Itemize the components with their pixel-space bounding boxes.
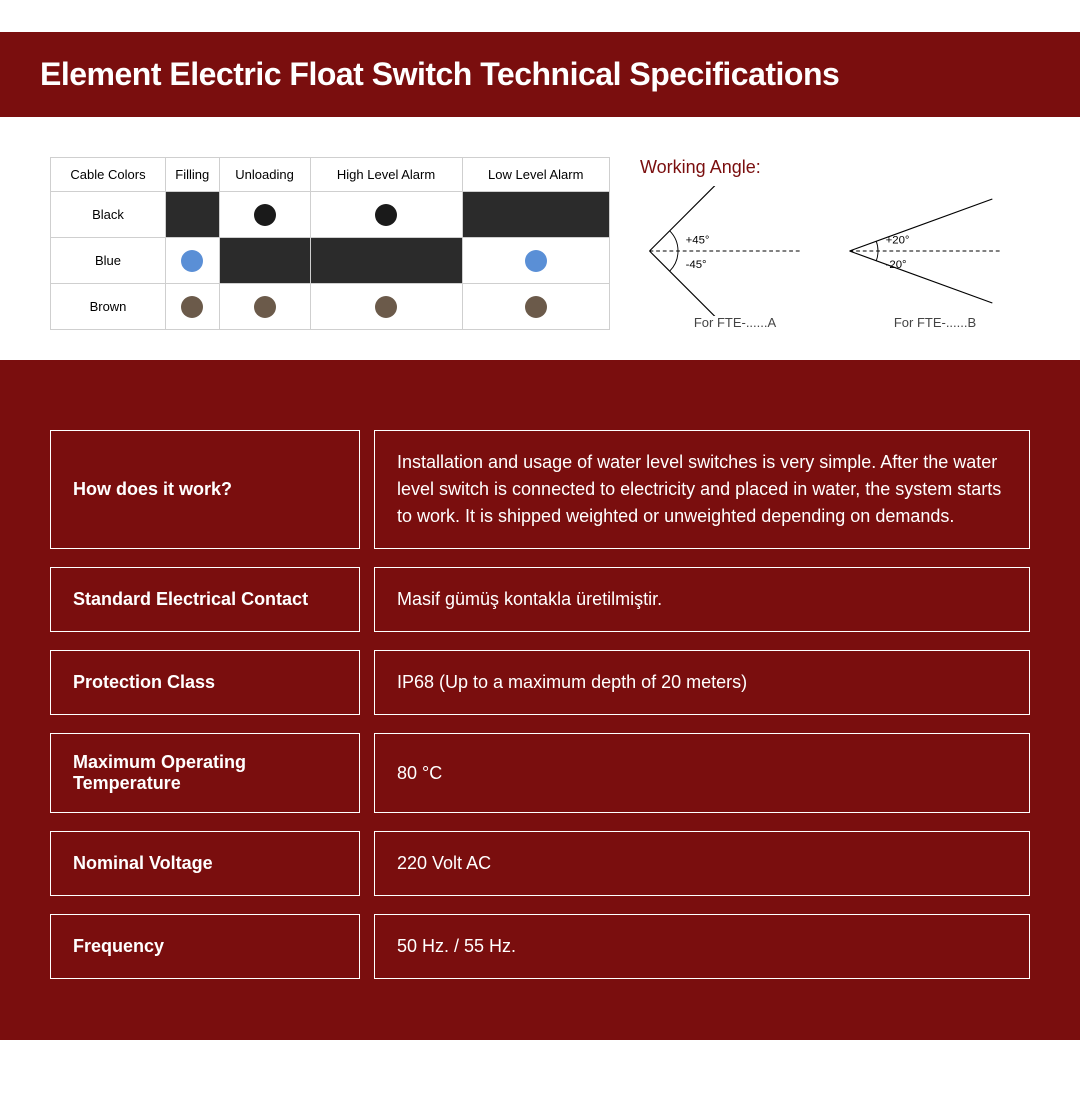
svg-text:+45°: +45° (686, 234, 710, 246)
color-dot-icon (375, 204, 397, 226)
spec-value: 220 Volt AC (374, 831, 1030, 896)
svg-text:-20°: -20° (886, 259, 907, 271)
spec-value: 50 Hz. / 55 Hz. (374, 914, 1030, 979)
page-title-text: Element Electric Float Switch Technical … (40, 56, 839, 92)
spec-value: 80 °C (374, 733, 1030, 813)
spec-label: Maximum Operating Temperature (50, 733, 360, 813)
col-low-alarm: Low Level Alarm (462, 158, 610, 192)
row-label: Brown (51, 284, 166, 330)
spec-row: Frequency 50 Hz. / 55 Hz. (50, 914, 1030, 979)
spec-value: Installation and usage of water level sw… (374, 430, 1030, 549)
table-cell (219, 192, 310, 238)
top-section: Cable Colors Filling Unloading High Leve… (0, 117, 1080, 360)
color-dot-icon (525, 296, 547, 318)
angle-diagram: +20° -20° For FTE-......B (840, 186, 1030, 330)
table-row: Black (51, 192, 610, 238)
col-cable-colors: Cable Colors (51, 158, 166, 192)
table-cell (166, 284, 220, 330)
spec-label: How does it work? (50, 430, 360, 549)
table-cell (310, 192, 462, 238)
table-cell (219, 284, 310, 330)
svg-text:-45°: -45° (686, 259, 707, 271)
table-cell (462, 284, 610, 330)
spec-row: Protection Class IP68 (Up to a maximum d… (50, 650, 1030, 715)
table-cell (462, 238, 610, 284)
col-unloading: Unloading (219, 158, 310, 192)
table-cell (462, 192, 610, 238)
table-cell (166, 192, 220, 238)
row-label: Black (51, 192, 166, 238)
table-cell (166, 238, 220, 284)
svg-text:+20°: +20° (886, 234, 910, 246)
table-cell (219, 238, 310, 284)
cable-colors-table: Cable Colors Filling Unloading High Leve… (50, 157, 610, 330)
angle-icon: +20° -20° (840, 186, 1030, 316)
spec-row: Nominal Voltage 220 Volt AC (50, 831, 1030, 896)
color-dot-icon (181, 250, 203, 272)
spec-label: Nominal Voltage (50, 831, 360, 896)
table-row: Brown (51, 284, 610, 330)
angle-icon: +45° -45° (640, 186, 830, 316)
specs-section: How does it work? Installation and usage… (0, 360, 1080, 1040)
angle-caption: For FTE-......A (640, 315, 830, 330)
spec-row: Standard Electrical Contact Masif gümüş … (50, 567, 1030, 632)
spec-row: How does it work? Installation and usage… (50, 430, 1030, 549)
color-dot-icon (254, 296, 276, 318)
table-header-row: Cable Colors Filling Unloading High Leve… (51, 158, 610, 192)
row-label: Blue (51, 238, 166, 284)
color-dot-icon (181, 296, 203, 318)
color-dot-icon (375, 296, 397, 318)
table-cell (310, 238, 462, 284)
color-dot-icon (254, 204, 276, 226)
table-cell (310, 284, 462, 330)
spec-value: IP68 (Up to a maximum depth of 20 meters… (374, 650, 1030, 715)
color-dot-icon (525, 250, 547, 272)
angle-caption: For FTE-......B (840, 315, 1030, 330)
angle-diagram: +45° -45° For FTE-......A (640, 186, 830, 330)
spec-value: Masif gümüş kontakla üretilmiştir. (374, 567, 1030, 632)
spec-row: Maximum Operating Temperature 80 °C (50, 733, 1030, 813)
spec-label: Standard Electrical Contact (50, 567, 360, 632)
col-high-alarm: High Level Alarm (310, 158, 462, 192)
col-filling: Filling (166, 158, 220, 192)
angle-diagrams: +45° -45° For FTE-......A +20° -20° For … (640, 186, 1030, 330)
table-row: Blue (51, 238, 610, 284)
working-angle-panel: Working Angle: +45° -45° For FTE-......A… (640, 157, 1030, 330)
working-angle-label: Working Angle: (640, 157, 1030, 178)
page-title: Element Electric Float Switch Technical … (0, 32, 1080, 117)
spec-label: Frequency (50, 914, 360, 979)
spec-label: Protection Class (50, 650, 360, 715)
